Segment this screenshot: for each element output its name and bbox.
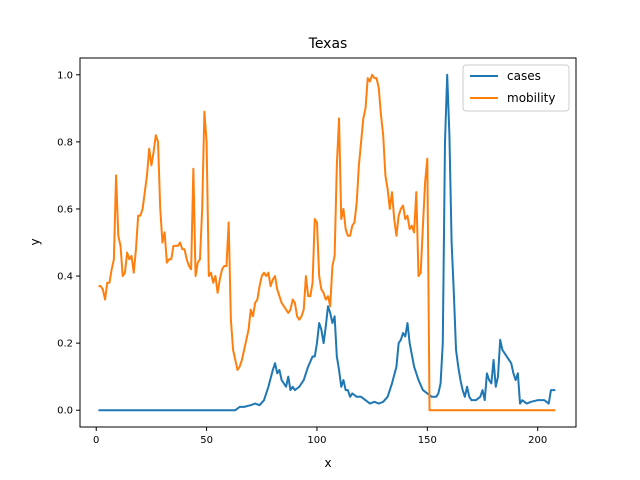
y-tick-label: 0.0 (57, 406, 73, 417)
series-line-cases (98, 73, 556, 412)
legend-label-mobility: mobility (507, 91, 555, 105)
legend: cases mobility (462, 64, 570, 112)
y-tick-label: 0.6 (57, 204, 73, 215)
x-tick-label: 0 (93, 435, 99, 446)
y-tick-label: 1.0 (57, 70, 73, 81)
series-layer (98, 73, 556, 412)
legend-label-cases: cases (507, 69, 541, 83)
y-axis-ticks: 0.0 0.2 0.4 0.6 0.8 1.0 (57, 70, 80, 417)
x-axis-ticks: 0 50 100 150 200 (93, 427, 547, 446)
y-tick-label: 0.8 (57, 137, 73, 148)
chart-title: Texas (308, 36, 348, 52)
x-tick-label: 100 (307, 435, 326, 446)
y-axis-label: y (28, 238, 42, 245)
x-tick-label: 200 (528, 435, 547, 446)
series-line-mobility (98, 73, 556, 412)
x-tick-label: 150 (418, 435, 437, 446)
y-tick-label: 0.4 (57, 272, 73, 283)
x-tick-label: 50 (200, 435, 213, 446)
y-tick-label: 0.2 (57, 339, 73, 350)
plot-frame (79, 57, 577, 428)
x-axis-label: x (324, 456, 331, 470)
